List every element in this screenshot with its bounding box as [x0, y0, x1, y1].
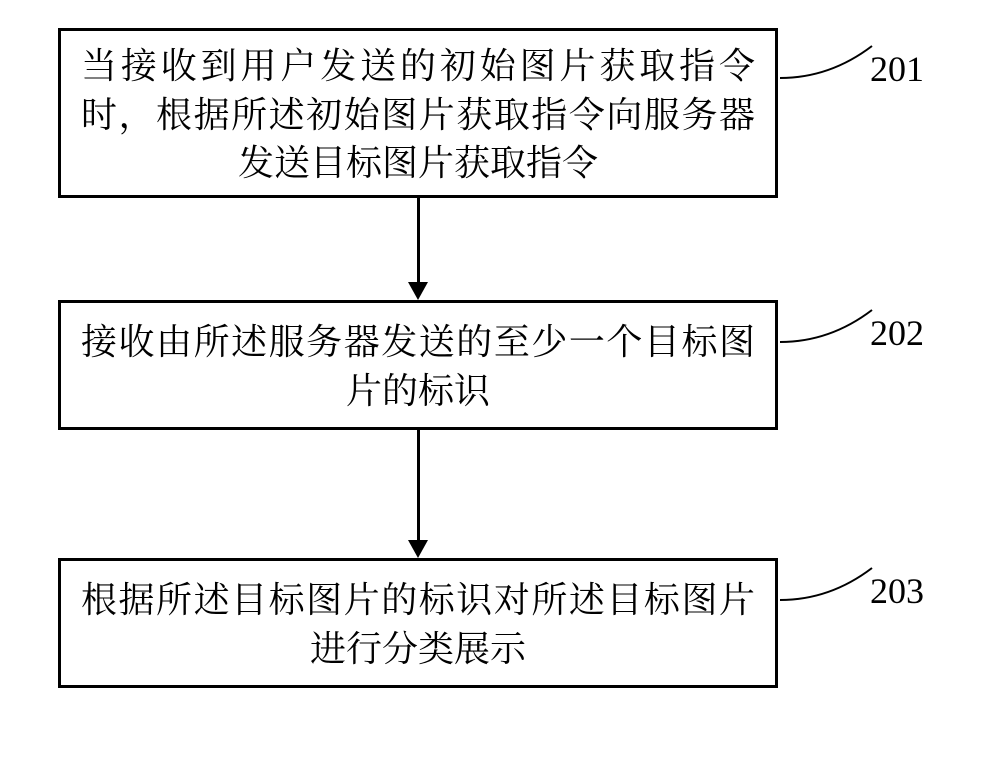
flow-label-203: 203 — [870, 570, 924, 612]
callout-203 — [780, 564, 880, 604]
flow-step-202: 接收由所述服务器发送的至少一个目标图片的标识 — [58, 300, 778, 430]
flow-step-202-text: 接收由所述服务器发送的至少一个目标图片的标识 — [81, 316, 755, 413]
flow-label-202: 202 — [870, 312, 924, 354]
flow-step-201-text: 当接收到用户发送的初始图片获取指令时，根据所述初始图片获取指令向服务器发送目标图… — [81, 40, 755, 186]
flow-label-201: 201 — [870, 48, 924, 90]
callout-202 — [780, 306, 880, 346]
flow-step-203: 根据所述目标图片的标识对所述目标图片进行分类展示 — [58, 558, 778, 688]
flowchart-canvas: 当接收到用户发送的初始图片获取指令时，根据所述初始图片获取指令向服务器发送目标图… — [0, 0, 1000, 760]
flow-step-203-text: 根据所述目标图片的标识对所述目标图片进行分类展示 — [81, 574, 755, 671]
flow-step-201: 当接收到用户发送的初始图片获取指令时，根据所述初始图片获取指令向服务器发送目标图… — [58, 28, 778, 198]
callout-201 — [780, 42, 880, 82]
arrow-202-to-203 — [417, 430, 420, 540]
arrow-head-2 — [408, 540, 428, 558]
arrow-head-1 — [408, 282, 428, 300]
arrow-201-to-202 — [417, 198, 420, 282]
